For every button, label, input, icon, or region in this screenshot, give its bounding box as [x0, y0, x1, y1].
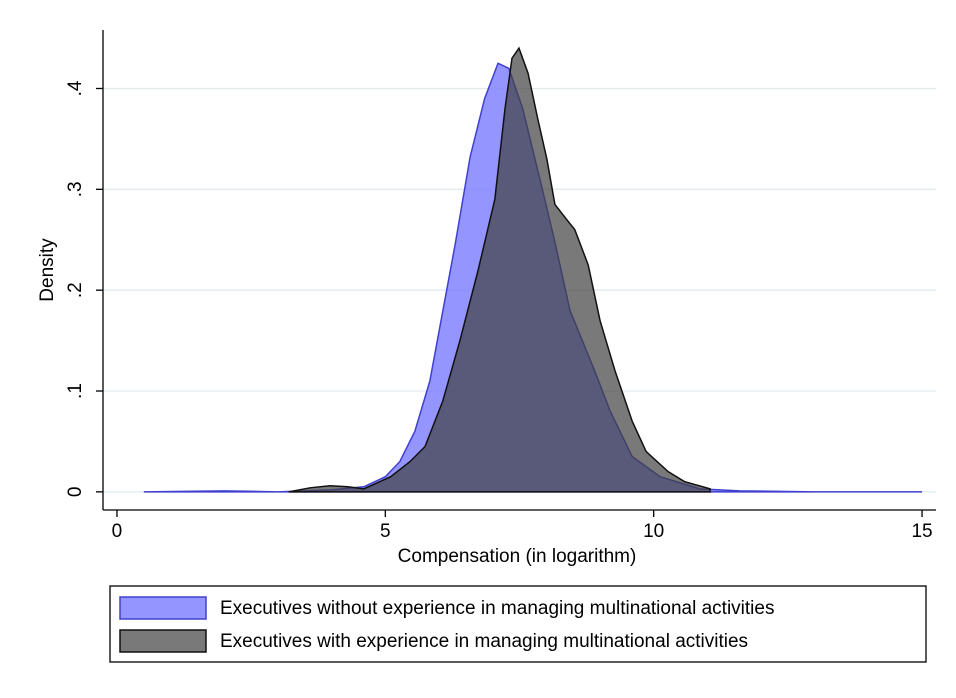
y-axis-label: Density: [37, 238, 58, 302]
legend-label: Executives with experience in managing m…: [220, 631, 748, 652]
x-tick-label: 15: [911, 521, 932, 542]
y-tick-label: 0: [65, 487, 86, 498]
y-tick-label: .4: [65, 80, 86, 96]
legend-swatch: [119, 629, 207, 653]
legend-swatch: [119, 596, 207, 620]
legend-label: Executives without experience in managin…: [220, 598, 774, 619]
x-axis-label: Compensation (in logarithm): [398, 546, 637, 567]
y-tick-label: .3: [65, 181, 86, 197]
x-tick-label: 0: [112, 521, 123, 542]
y-tick-label: .1: [65, 383, 86, 399]
x-tick-label: 5: [380, 521, 391, 542]
density-area: [288, 46, 711, 493]
x-tick-label: 10: [643, 521, 664, 542]
legend-box: [109, 585, 927, 663]
y-tick-label: .2: [65, 282, 86, 298]
